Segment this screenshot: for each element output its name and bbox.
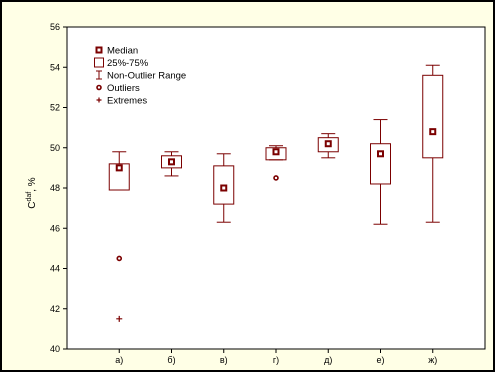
y-tick-label: 56	[50, 22, 60, 32]
iqr-box	[422, 74, 444, 159]
median-marker	[429, 128, 437, 136]
legend-range-item: Non-Outlier Range	[96, 70, 186, 82]
y-axis: 40 42 44 46 48 50 52 54 56	[50, 22, 67, 354]
y-tick-label: 42	[50, 304, 60, 314]
x-tick-label: е)	[376, 355, 384, 365]
legend-box-symbol	[94, 57, 104, 68]
legend-extremes-label: Extremes	[107, 96, 147, 107]
box-plot-5	[317, 133, 339, 159]
x-tick-label: б)	[167, 355, 175, 365]
y-axis-title-superscript: daf	[26, 192, 33, 202]
median-marker	[272, 148, 280, 156]
y-tick-label: 40	[50, 344, 60, 354]
iqr-box	[317, 137, 339, 153]
x-tick-label: г)	[273, 355, 279, 365]
box-plot-7	[422, 64, 444, 223]
legend-extreme-symbol	[96, 97, 102, 103]
y-tick-label: 50	[50, 143, 60, 153]
y-axis-title-main: C	[27, 201, 38, 208]
x-tick-label: д)	[324, 355, 332, 365]
box-plot-6	[370, 119, 391, 225]
x-tick-label: а)	[115, 355, 123, 365]
y-tick-label: 46	[50, 223, 60, 233]
median-marker	[324, 140, 332, 148]
plot-area	[66, 26, 486, 350]
legend-outlier-symbol	[96, 84, 102, 91]
box-plot-3	[213, 153, 235, 223]
legend-median-item: Median	[95, 46, 138, 57]
legend-outliers-item: Outliers	[96, 83, 140, 94]
boxes-group	[108, 64, 444, 322]
median-marker	[168, 158, 175, 166]
legend-extremes-item: Extremes	[96, 96, 147, 107]
legend-median-label: Median	[107, 46, 138, 57]
y-tick-label: 54	[50, 62, 60, 72]
x-axis: а) б) в) г) д) е) ж)	[115, 349, 437, 365]
legend-box-item: 25%-75%	[94, 57, 149, 69]
median-marker	[220, 184, 228, 192]
legend-outliers-label: Outliers	[107, 83, 140, 94]
y-axis-title: Cdaf, %	[26, 177, 38, 209]
iqr-box	[213, 165, 235, 205]
y-tick-label: 44	[50, 264, 60, 274]
legend-range-symbol	[96, 70, 102, 80]
y-tick-label: 48	[50, 183, 60, 193]
legend-box-label: 25%-75%	[107, 58, 149, 69]
median-marker	[115, 164, 123, 172]
outlier-point	[273, 175, 279, 181]
legend: Median 25%-75% Non-Outlier Range Outlier…	[94, 46, 186, 107]
box-plot-2	[161, 151, 182, 177]
extreme-point	[116, 315, 123, 322]
legend-median-symbol	[95, 46, 103, 54]
iqr-box	[161, 155, 182, 169]
legend-range-label: Non-Outlier Range	[107, 71, 186, 82]
iqr-box	[265, 147, 287, 161]
y-tick-label: 52	[50, 103, 60, 113]
iqr-box	[108, 163, 130, 191]
median-marker	[377, 150, 384, 158]
iqr-box	[370, 143, 391, 185]
outlier-point	[116, 255, 123, 262]
y-axis-title-unit: , %	[27, 177, 38, 192]
box-plot-4	[265, 145, 287, 181]
box-plot-1	[108, 151, 130, 322]
x-tick-label: в)	[220, 355, 228, 365]
x-tick-label: ж)	[428, 355, 437, 365]
